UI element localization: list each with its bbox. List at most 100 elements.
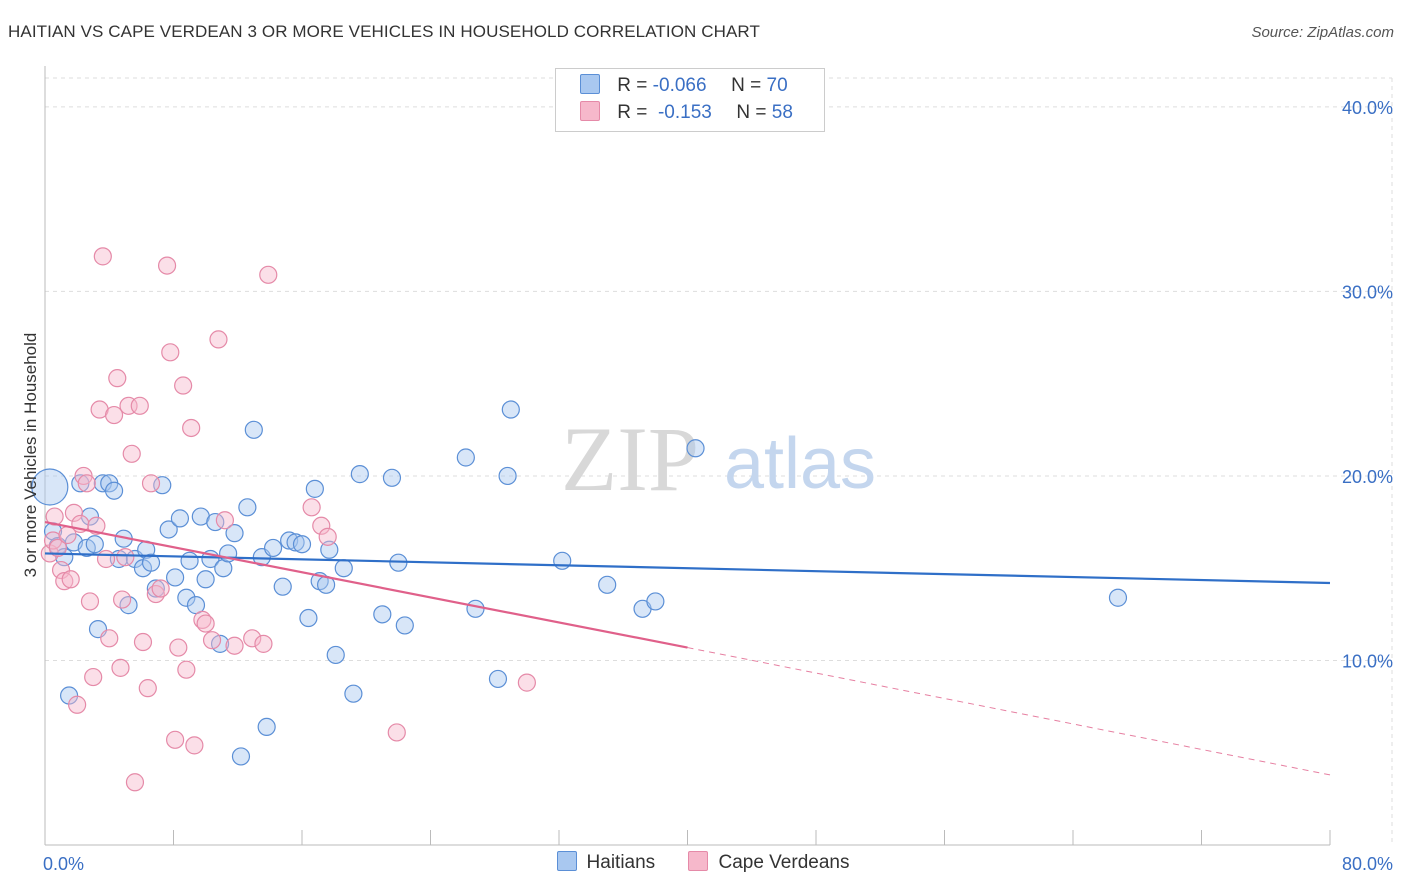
y-axis-label: 3 or more Vehicles in Household [21, 333, 40, 578]
capeverdean-point [185, 736, 204, 755]
haitian-point [214, 559, 233, 578]
haitian-point [395, 616, 414, 635]
haitian-point [170, 509, 190, 528]
capeverdeans-n-value: 58 [771, 102, 793, 123]
haitian-point [350, 465, 369, 484]
trend-lines [44, 521, 1331, 776]
capeverdean-point [182, 418, 201, 438]
capeverdean-point [166, 730, 185, 749]
capeverdean-point [318, 527, 337, 546]
haitian-point [153, 476, 172, 495]
capeverdeans-r-value: -0.153 [652, 102, 712, 123]
haitians-r-label: R = [617, 75, 648, 96]
capeverdean-point [96, 549, 116, 569]
haitian-point [177, 588, 196, 607]
capeverdean-point [116, 548, 135, 567]
chart-title: HAITIAN VS CAPE VERDEAN 3 OR MORE VEHICL… [8, 22, 760, 41]
capeverdean-point [169, 638, 188, 657]
capeverdean-point [161, 343, 180, 362]
haitian-point [31, 468, 69, 506]
haitians-n-value: 70 [766, 75, 788, 96]
haitian-point [382, 468, 402, 487]
capeverdean-point [51, 560, 71, 580]
capeverdean-point [177, 660, 196, 679]
capeverdean-point [151, 579, 170, 598]
haitian-point [196, 570, 215, 589]
haitian-point [553, 551, 572, 570]
capeverdean-point [64, 503, 84, 522]
legend-label-haitians: Haitians [586, 852, 656, 873]
capeverdean-point [61, 570, 80, 589]
haitian-point [231, 747, 251, 766]
capeverdean-point [108, 369, 127, 388]
capeverdean-point [77, 474, 96, 493]
x-tick-label-start: 0.0% [43, 854, 84, 874]
watermark-zip: ZIP [561, 408, 699, 510]
haitian-point [501, 400, 520, 419]
capeverdean-point [254, 634, 273, 653]
x-tick-label-end: 80.0% [1342, 854, 1393, 874]
haitian-point [244, 420, 263, 439]
haitian-point [146, 579, 165, 598]
haitian-point [263, 538, 283, 558]
stats-legend: R = -0.066 N = 70 R = -0.153 N = 58 [555, 68, 825, 132]
capeverdeans-n-label: N = [736, 102, 767, 123]
capeverdean-point [111, 658, 130, 677]
haitians-swatch [580, 74, 600, 94]
y-tick-label: 30.0% [1342, 282, 1393, 302]
axes [44, 66, 1331, 846]
haitians-trend-line [44, 552, 1331, 585]
data-points [31, 247, 1128, 792]
capeverdean-point [104, 405, 124, 425]
haitians-n-label: N = [731, 75, 762, 96]
legend-swatch-haitians [556, 851, 577, 871]
capeverdean-point [80, 592, 100, 611]
haitian-point [1108, 588, 1128, 607]
capeverdean-point [157, 256, 177, 275]
capeverdeans-trend-line [44, 521, 688, 649]
capeverdean-point [125, 773, 145, 792]
capeverdeans-trend-extension [687, 647, 1331, 776]
capeverdean-point [209, 330, 228, 349]
haitian-point [257, 717, 276, 737]
haitian-point [273, 577, 292, 596]
haitian-point [334, 559, 353, 578]
capeverdean-point [387, 723, 406, 742]
capeverdean-point [312, 516, 331, 535]
haitian-point [225, 524, 244, 543]
capeverdean-point [87, 516, 106, 535]
legend-item-haitians: Haitians [556, 851, 656, 874]
haitian-point [292, 535, 312, 554]
haitian-point [646, 592, 665, 611]
watermark-atlas: atlas [724, 424, 876, 504]
capeverdean-point [84, 667, 103, 687]
tick-labels: 10.0% 20.0% 30.0% 40.0% 0.0% 80.0% [43, 98, 1393, 874]
legend-label-capeverdeans: Cape Verdeans [718, 852, 850, 873]
capeverdeans-r-label: R = [617, 102, 648, 123]
haitian-point [373, 605, 392, 624]
haitian-point [141, 553, 161, 572]
haitian-point [159, 520, 178, 539]
capeverdean-point [302, 498, 321, 517]
source-label: Source: ZipAtlas.com [1251, 24, 1394, 41]
haitian-point [166, 568, 185, 587]
capeverdean-point [202, 631, 222, 650]
y-tick-label: 40.0% [1342, 98, 1393, 118]
capeverdean-point [196, 614, 215, 633]
capeverdean-point [112, 590, 132, 609]
capeverdean-point [133, 632, 153, 652]
haitian-point [498, 466, 517, 486]
capeverdean-point [100, 629, 119, 648]
haitian-point [326, 645, 345, 665]
haitian-point [456, 448, 475, 467]
capeverdean-point [215, 511, 234, 530]
stats-legend-row-capeverdeans: R = -0.153 N = 58 [580, 101, 793, 127]
y-tick-label: 10.0% [1342, 651, 1393, 671]
capeverdean-point [55, 572, 74, 591]
haitians-r-value: -0.066 [652, 75, 707, 96]
capeverdean-point [146, 584, 165, 604]
haitian-point [104, 481, 124, 500]
haitian-point [299, 608, 318, 628]
haitian-point [93, 474, 112, 493]
stats-legend-row-haitians: R = -0.066 N = 70 [580, 74, 788, 100]
